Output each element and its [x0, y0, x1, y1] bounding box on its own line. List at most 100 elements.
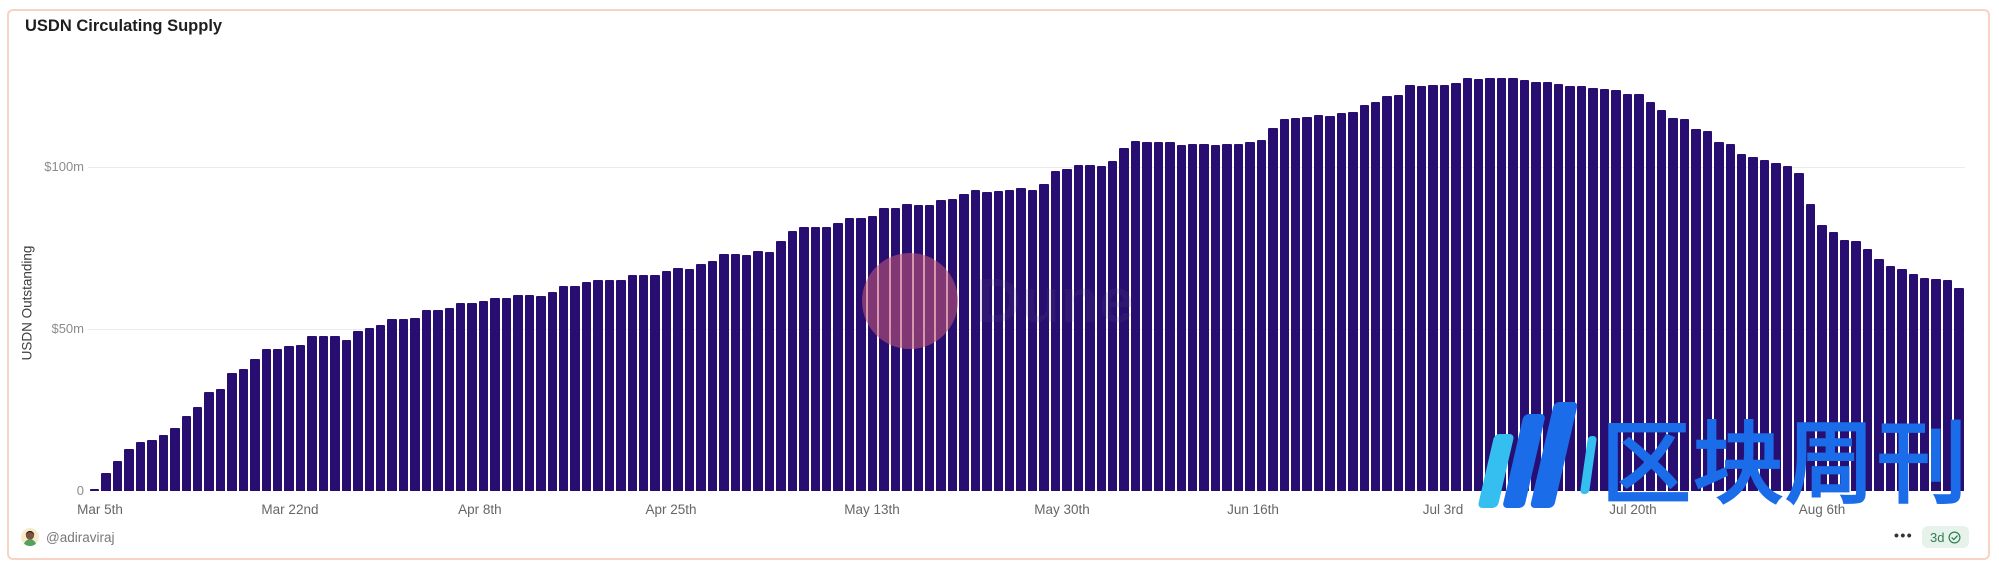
bar[interactable]: [90, 489, 100, 491]
bar[interactable]: [341, 339, 352, 491]
bar[interactable]: [1485, 78, 1495, 491]
bar[interactable]: [844, 218, 855, 491]
bar[interactable]: [1828, 232, 1838, 491]
bar[interactable]: [1714, 142, 1724, 491]
bar[interactable]: [1176, 145, 1186, 491]
bar[interactable]: [1839, 239, 1850, 491]
bar[interactable]: [1531, 81, 1541, 491]
bar[interactable]: [1233, 144, 1244, 491]
bar[interactable]: [764, 252, 775, 491]
bar[interactable]: [1027, 189, 1038, 491]
bar[interactable]: [799, 226, 809, 491]
bar[interactable]: [467, 303, 477, 491]
bar[interactable]: [947, 198, 958, 491]
plot-area[interactable]: [90, 59, 1965, 491]
bar[interactable]: [135, 442, 146, 491]
bar[interactable]: [1245, 141, 1255, 491]
bar[interactable]: [1107, 161, 1118, 491]
bar[interactable]: [1165, 142, 1175, 491]
bar[interactable]: [192, 406, 203, 491]
more-menu-button[interactable]: •••: [1894, 527, 1914, 543]
author-handle-link[interactable]: @adiraviraj: [46, 530, 115, 545]
bar[interactable]: [456, 303, 466, 491]
bar[interactable]: [1313, 115, 1324, 491]
bar[interactable]: [558, 285, 569, 491]
bar[interactable]: [1039, 184, 1049, 491]
bar[interactable]: [1519, 79, 1530, 491]
bar[interactable]: [1325, 115, 1335, 491]
bar[interactable]: [810, 226, 820, 491]
bar[interactable]: [284, 346, 294, 491]
bar[interactable]: [1748, 156, 1758, 491]
bar[interactable]: [1382, 96, 1392, 491]
bar[interactable]: [1348, 112, 1358, 491]
bar[interactable]: [421, 310, 432, 491]
bar[interactable]: [1062, 168, 1072, 491]
bar[interactable]: [433, 310, 443, 491]
bar[interactable]: [1645, 101, 1655, 491]
bar[interactable]: [1016, 187, 1026, 491]
bar[interactable]: [959, 194, 969, 491]
bar[interactable]: [616, 280, 626, 491]
bar[interactable]: [741, 255, 752, 491]
bar[interactable]: [1725, 143, 1735, 491]
bar[interactable]: [158, 435, 169, 491]
bar[interactable]: [318, 336, 329, 491]
bar[interactable]: [1050, 171, 1061, 491]
bar[interactable]: [353, 331, 363, 491]
bar[interactable]: [261, 349, 271, 491]
bar[interactable]: [1085, 164, 1095, 491]
bar[interactable]: [1691, 129, 1701, 491]
bar[interactable]: [1565, 85, 1575, 491]
bar[interactable]: [684, 268, 695, 491]
bar[interactable]: [330, 336, 340, 491]
bar[interactable]: [1439, 84, 1450, 491]
bar[interactable]: [570, 286, 580, 491]
bar[interactable]: [501, 297, 512, 491]
bar[interactable]: [524, 295, 535, 491]
bar[interactable]: [1142, 141, 1152, 491]
bar[interactable]: [982, 191, 992, 491]
bar[interactable]: [513, 295, 523, 491]
bar[interactable]: [1668, 117, 1678, 491]
bar[interactable]: [650, 275, 660, 491]
bar[interactable]: [1885, 265, 1896, 491]
bar[interactable]: [707, 261, 718, 491]
bar[interactable]: [547, 292, 557, 491]
bar[interactable]: [1359, 104, 1369, 491]
bar[interactable]: [1817, 225, 1827, 491]
bar[interactable]: [936, 199, 946, 491]
bar[interactable]: [1096, 165, 1106, 491]
bar[interactable]: [1210, 145, 1221, 491]
bar[interactable]: [295, 345, 306, 491]
bar[interactable]: [273, 349, 283, 491]
bar[interactable]: [1416, 86, 1427, 491]
bar[interactable]: [1473, 78, 1484, 491]
bar[interactable]: [890, 207, 901, 491]
bar[interactable]: [696, 263, 706, 491]
bar[interactable]: [1279, 119, 1289, 491]
bar[interactable]: [170, 428, 180, 491]
bar[interactable]: [1371, 102, 1381, 491]
avatar[interactable]: [21, 528, 39, 546]
bar[interactable]: [1771, 163, 1781, 491]
bar[interactable]: [1942, 280, 1953, 491]
bar[interactable]: [307, 336, 317, 491]
bar[interactable]: [1393, 95, 1404, 491]
bar[interactable]: [1153, 141, 1164, 491]
bar[interactable]: [730, 253, 740, 491]
bar[interactable]: [410, 317, 420, 491]
bar[interactable]: [924, 204, 935, 491]
bar[interactable]: [776, 240, 786, 491]
bar[interactable]: [1588, 87, 1598, 491]
bar[interactable]: [238, 369, 249, 491]
bar[interactable]: [993, 191, 1003, 491]
bar[interactable]: [1611, 90, 1621, 491]
bar[interactable]: [1954, 287, 1964, 491]
bar[interactable]: [375, 324, 386, 491]
bar[interactable]: [536, 296, 546, 491]
bar[interactable]: [1576, 85, 1587, 491]
bar[interactable]: [1702, 130, 1713, 491]
bar[interactable]: [387, 319, 397, 491]
bar[interactable]: [822, 226, 832, 491]
